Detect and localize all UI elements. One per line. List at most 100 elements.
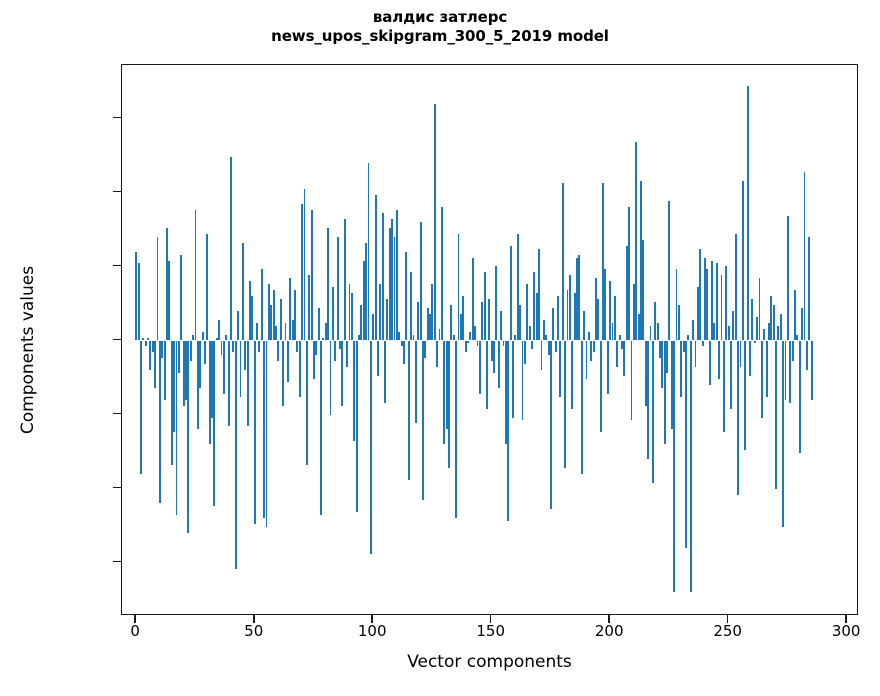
- bar: [215, 337, 218, 341]
- bar: [327, 227, 330, 341]
- bar: [436, 340, 439, 368]
- plot-area: [121, 64, 858, 615]
- bar: [768, 322, 770, 341]
- y-tick-mark: [113, 190, 121, 193]
- bar: [737, 340, 740, 495]
- bar: [613, 296, 616, 341]
- x-tick-mark: [134, 615, 136, 623]
- bar: [711, 260, 714, 341]
- bar: [168, 260, 171, 341]
- bar: [777, 325, 780, 341]
- bar: [391, 219, 394, 341]
- bar: [632, 284, 635, 341]
- bar: [135, 251, 138, 341]
- bar: [580, 340, 583, 474]
- bar: [303, 189, 306, 341]
- bar: [647, 340, 650, 459]
- bar: [452, 334, 455, 341]
- x-tick-label: 100: [357, 622, 387, 640]
- bar: [673, 340, 676, 593]
- bar: [670, 340, 673, 430]
- bar: [294, 290, 296, 341]
- bar: [329, 340, 332, 415]
- bar: [362, 260, 365, 341]
- bar: [694, 340, 697, 368]
- bar: [412, 334, 415, 341]
- bar: [201, 331, 204, 341]
- bar: [794, 290, 796, 341]
- bar: [272, 290, 275, 341]
- bar: [542, 319, 545, 341]
- bar: [234, 340, 237, 569]
- bar: [571, 340, 574, 409]
- bar: [789, 340, 792, 403]
- bar: [488, 299, 491, 341]
- x-tick-mark: [371, 615, 373, 623]
- bar: [320, 340, 322, 516]
- bar: [485, 340, 488, 409]
- bar: [230, 156, 232, 341]
- x-tick-label: 150: [476, 622, 505, 640]
- bar: [369, 340, 372, 554]
- bar: [471, 257, 474, 341]
- bar: [559, 340, 562, 397]
- bar: [260, 269, 263, 341]
- bar: [801, 307, 804, 341]
- bar: [810, 340, 813, 400]
- chart-title: валдис затлерс news_upos_skipgram_300_5_…: [0, 8, 880, 46]
- bar: [637, 313, 640, 341]
- bar: [324, 322, 327, 341]
- chart-title-line-2: news_upos_skipgram_300_5_2019 model: [271, 26, 609, 45]
- bar: [180, 254, 183, 341]
- bar: [696, 287, 699, 341]
- bar: [493, 340, 495, 374]
- bar: [429, 313, 431, 341]
- bar: [682, 340, 685, 353]
- bar: [142, 337, 145, 341]
- bar: [334, 340, 337, 362]
- bar: [367, 162, 370, 341]
- bar: [666, 340, 668, 374]
- bar: [535, 293, 538, 341]
- bar: [225, 334, 228, 341]
- bar: [393, 236, 396, 341]
- bar: [604, 269, 607, 341]
- bar: [661, 340, 664, 388]
- bar: [218, 319, 221, 341]
- bar: [161, 340, 164, 359]
- bar: [583, 310, 586, 341]
- bar: [749, 340, 751, 377]
- bar: [455, 340, 458, 519]
- bar: [244, 340, 247, 371]
- bar: [462, 296, 465, 341]
- bar: [177, 340, 180, 374]
- bar: [147, 337, 149, 341]
- bar: [308, 275, 311, 341]
- bar: [298, 340, 301, 397]
- bar: [187, 340, 190, 534]
- bar: [457, 233, 460, 341]
- x-axis-label: Vector components: [407, 652, 572, 672]
- bar: [528, 325, 531, 341]
- bar: [405, 251, 408, 341]
- bar: [241, 242, 244, 341]
- bar: [564, 340, 567, 468]
- bar: [360, 304, 363, 341]
- bar: [279, 299, 282, 341]
- bar: [417, 301, 420, 341]
- y-tick-mark: [113, 264, 121, 267]
- bar: [483, 272, 486, 341]
- bar: [741, 180, 744, 341]
- x-tick-label: 50: [244, 622, 264, 640]
- bar: [474, 325, 477, 341]
- bar: [595, 278, 597, 341]
- bar: [237, 310, 240, 341]
- x-tick-label: 0: [130, 622, 140, 640]
- bar: [763, 328, 766, 341]
- bar: [689, 340, 692, 593]
- bar: [275, 325, 277, 341]
- bar: [481, 301, 484, 341]
- bar: [708, 340, 711, 385]
- y-tick-mark: [113, 116, 121, 119]
